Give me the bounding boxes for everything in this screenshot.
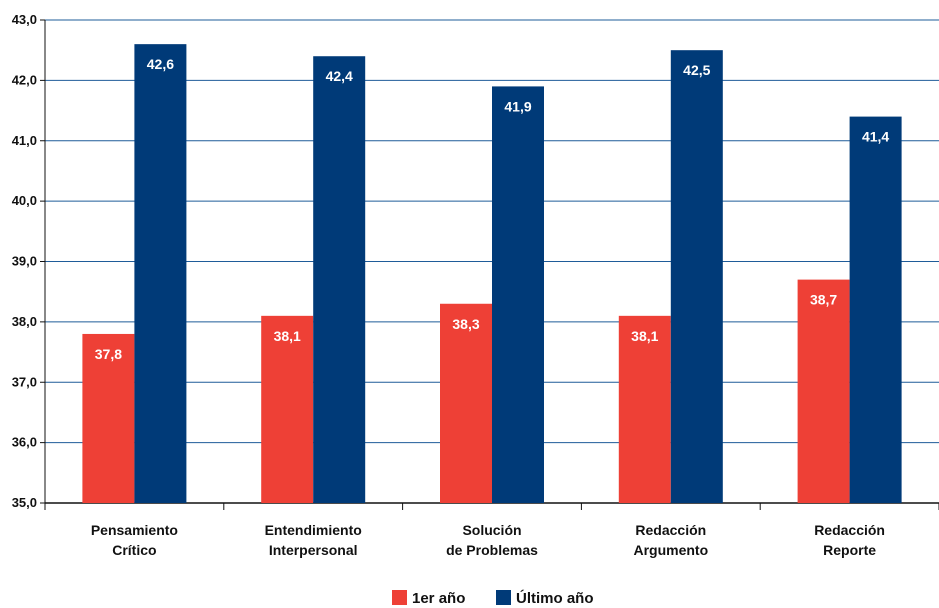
- y-tick-label: 43,0: [12, 12, 37, 27]
- data-label: 41,4: [862, 129, 889, 145]
- y-tick-label: 42,0: [12, 72, 37, 87]
- y-tick-label: 41,0: [12, 133, 37, 148]
- data-label: 37,8: [95, 346, 122, 362]
- x-tick-label: Redacción: [635, 522, 706, 538]
- x-tick-label: Crítico: [112, 542, 156, 558]
- data-label: 38,1: [631, 328, 658, 344]
- x-tick-label: Solución: [462, 522, 521, 538]
- y-axis: 35,0 36,0 37,0 38,0 39,0 40,0 41,0 42,0 43,0: [12, 12, 46, 510]
- data-label: 42,4: [326, 68, 353, 84]
- bar-first-year: [261, 315, 314, 503]
- legend: 1er año Último año: [392, 589, 594, 607]
- x-tick-label: Redacción: [814, 522, 885, 538]
- data-label: 38,7: [810, 292, 837, 308]
- bar-first-year: [797, 279, 850, 503]
- x-tick-label: Entendimiento: [265, 522, 362, 538]
- legend-swatch: [392, 590, 407, 605]
- x-tick-label: Argumento: [633, 542, 708, 558]
- x-tick-label: de Problemas: [446, 542, 538, 558]
- data-label: 38,3: [452, 316, 479, 332]
- y-tick-label: 35,0: [12, 495, 37, 510]
- data-label: 42,6: [147, 56, 174, 72]
- bar-first-year: [440, 303, 492, 503]
- y-tick-label: 37,0: [12, 374, 37, 389]
- data-label: 42,5: [683, 62, 710, 78]
- data-label: 38,1: [274, 328, 301, 344]
- legend-label: 1er año: [412, 590, 465, 607]
- y-tick-label: 38,0: [12, 314, 37, 329]
- legend-swatch: [496, 590, 511, 605]
- bar-first-year: [82, 333, 135, 503]
- x-tick-label: Pensamiento: [91, 522, 178, 538]
- bar-last-year: [313, 56, 366, 503]
- bar-last-year: [134, 44, 187, 504]
- bar-last-year: [849, 116, 902, 503]
- bars: [82, 44, 902, 504]
- bar-last-year: [492, 86, 544, 503]
- bar-last-year: [670, 50, 723, 503]
- bar-first-year: [618, 315, 671, 503]
- y-tick-label: 36,0: [12, 435, 37, 450]
- legend-label: Último año: [516, 589, 594, 607]
- x-tick-label: Reporte: [823, 542, 876, 558]
- data-label: 41,9: [504, 98, 531, 114]
- x-axis: Pensamiento Crítico Entendimiento Interpers…: [44, 502, 939, 558]
- y-tick-label: 40,0: [12, 193, 37, 208]
- x-tick-label: Interpersonal: [269, 542, 358, 558]
- y-tick-label: 39,0: [12, 254, 37, 269]
- data-labels: 37,8 42,6 38,1 42,4 38,3 41,9 38,1 42,5 38,7 41,4: [95, 56, 890, 362]
